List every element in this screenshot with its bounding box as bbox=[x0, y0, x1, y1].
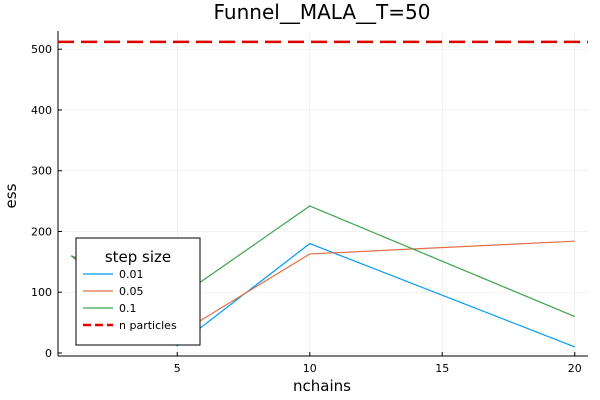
x-tick-label: 10 bbox=[303, 362, 317, 375]
axes bbox=[57, 31, 588, 357]
legend-label: 0.05 bbox=[119, 285, 144, 298]
x-tick-label: 5 bbox=[174, 362, 181, 375]
legend-label: 0.1 bbox=[119, 302, 137, 315]
y-tick-label: 300 bbox=[31, 165, 52, 178]
y-tick-label: 0 bbox=[45, 347, 52, 360]
x-tick-label: 15 bbox=[435, 362, 449, 375]
legend-title: step size bbox=[105, 248, 171, 266]
y-tick-label: 200 bbox=[31, 225, 52, 238]
legend-label: 0.01 bbox=[119, 268, 144, 281]
legend: step size 0.01 0.05 0.1 n particles bbox=[75, 237, 201, 346]
x-tick-label: 20 bbox=[568, 362, 582, 375]
y-tick-label: 100 bbox=[31, 286, 52, 299]
legend-label: n particles bbox=[119, 319, 177, 332]
y-tick-label: 500 bbox=[31, 43, 52, 56]
y-tick-label: 400 bbox=[31, 104, 52, 117]
x-axis-label: nchains bbox=[293, 377, 351, 395]
chart-title: Funnel__MALA__T=50 bbox=[214, 0, 431, 24]
y-axis-label: ess bbox=[2, 183, 20, 208]
